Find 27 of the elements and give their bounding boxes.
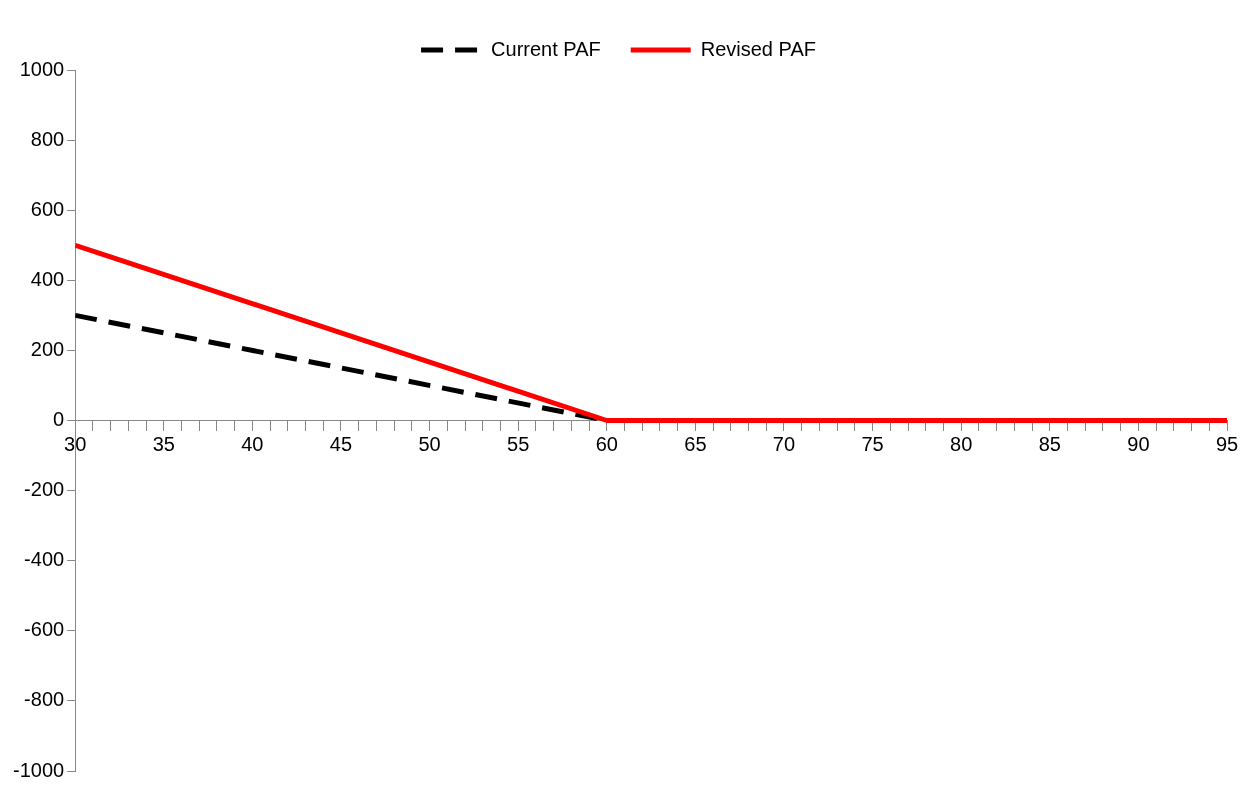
y-tick-label: -200 [24,478,65,501]
x-tick-label: 55 [507,433,530,456]
y-tick-label: 800 [30,127,65,150]
y-tick-label: 1000 [19,57,65,80]
x-tick-label: 35 [152,433,175,456]
y-tick-label: -800 [24,688,65,711]
legend-label: Current PAF [491,37,601,60]
x-tick-label: 75 [861,433,884,456]
y-tick-label: -1000 [13,758,65,781]
legend-label: Revised PAF [700,37,816,60]
x-tick-label: 85 [1038,433,1061,456]
x-tick-label: 70 [772,433,796,456]
x-tick-label: 90 [1127,433,1150,456]
x-tick-label: 30 [64,433,87,456]
y-tick-label: -600 [24,618,65,641]
y-tick-label: 600 [30,197,65,220]
x-tick-label: 95 [1215,433,1239,456]
x-tick-label: 60 [595,433,618,456]
x-tick-label: 50 [418,433,441,456]
y-tick-label: 400 [30,267,65,290]
y-tick-label: 200 [30,337,65,360]
y-tick-label: 0 [53,408,65,431]
x-tick-label: 65 [684,433,707,456]
x-tick-label: 45 [329,433,353,456]
x-tick-label: 80 [950,433,973,456]
y-tick-label: -400 [24,548,65,571]
x-tick-label: 40 [241,433,264,456]
